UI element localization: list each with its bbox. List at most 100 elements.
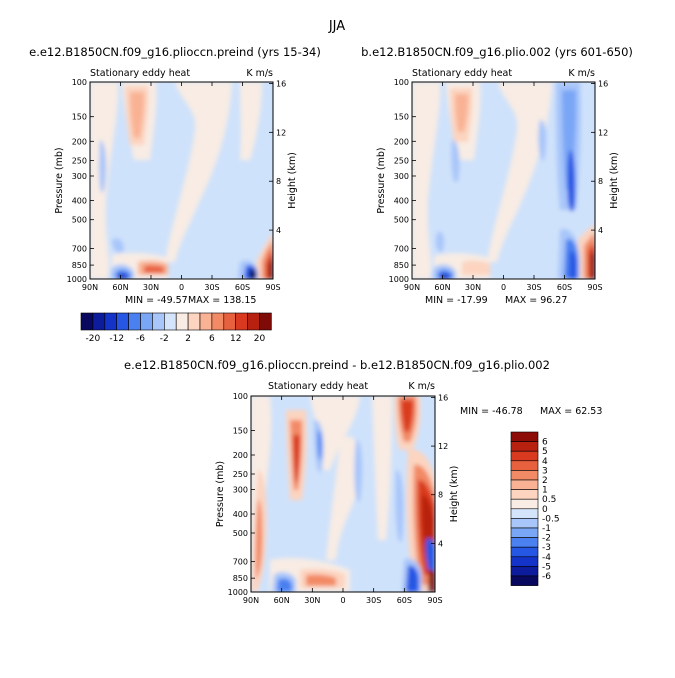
y2-tick-label: 16: [276, 79, 286, 88]
y-tick-label: 1000: [67, 275, 87, 284]
y-tick-label: 700: [394, 244, 409, 253]
colorbar-label: 6: [542, 438, 548, 448]
panel-title: b.e12.B1850CN.f09_g16.plio.002 (yrs 601-…: [361, 45, 633, 59]
x-tick-label: 60N: [274, 596, 290, 605]
axes: 90N 60N 30N 0 30S 60S 90S 100 150 200 250 300 400 500…: [215, 392, 460, 605]
y-tick-label: 300: [233, 486, 248, 495]
panel-title: e.e12.B1850CN.f09_g16.plioccn.preind (yr…: [29, 45, 321, 59]
colorbar-swatch: [235, 312, 248, 331]
y-tick-label: 850: [233, 574, 248, 583]
x-tick-label: 60S: [397, 596, 412, 605]
x-tick-label: 30N: [304, 596, 320, 605]
colorbar-label: -2: [160, 334, 169, 344]
y-tick-label: 500: [72, 216, 87, 225]
colorbar-label: -2: [542, 534, 551, 544]
y-tick-label: 150: [394, 113, 409, 122]
y-axis-label: Pressure (mb): [54, 147, 65, 213]
colorbar-label: -0.5: [542, 514, 560, 524]
y2-tick-label: 12: [598, 128, 608, 137]
x-tick-label: 60N: [434, 283, 450, 292]
y-tick-label: 850: [394, 261, 409, 270]
colorbar-swatch: [510, 556, 539, 567]
panel-plio: b.e12.B1850CN.f09_g16.plio.002 (yrs 601-…: [361, 45, 633, 306]
colorbar-swatch: [152, 312, 165, 331]
right-label: K m/s: [568, 68, 595, 79]
left-label: Stationary eddy heat: [412, 68, 512, 79]
x-tick-label: 30N: [143, 283, 159, 292]
colorbar-swatch: [80, 312, 94, 331]
y-tick-label: 1000: [389, 275, 409, 284]
colorbar-swatch: [510, 575, 539, 586]
colorbar-swatch: [223, 312, 237, 331]
y2-tick-label: 16: [438, 393, 448, 402]
contour-field: [412, 82, 595, 279]
y-tick-label: 1000: [228, 588, 248, 597]
x-tick-label: 90S: [427, 596, 442, 605]
axes: 90N 60N 30N 0 30S 60S 90S 100 150 200 250 300 400 500…: [376, 78, 620, 292]
x-tick-label: 30N: [465, 283, 481, 292]
colorbar-label: -4: [542, 553, 551, 563]
colorbar-swatch: [164, 312, 177, 331]
x-tick-label: 60N: [112, 283, 128, 292]
y2-tick-label: 8: [438, 491, 443, 500]
panel-preind: e.e12.B1850CN.f09_g16.plioccn.preind (yr…: [29, 45, 321, 306]
y-tick-label: 850: [72, 261, 87, 270]
y2-axis-label: Height (km): [609, 152, 620, 209]
y-tick-label: 500: [233, 529, 248, 538]
x-tick-label: 90N: [404, 283, 420, 292]
right-label: K m/s: [246, 68, 273, 79]
y-tick-label: 250: [233, 470, 248, 479]
y-tick-label: 400: [394, 197, 409, 206]
y-tick-label: 250: [72, 156, 87, 165]
x-tick-label: 90N: [82, 283, 98, 292]
y2-tick-label: 4: [438, 539, 443, 548]
colorbar-swatch: [510, 489, 539, 500]
y-tick-label: 400: [72, 197, 87, 206]
colorbar-swatch: [199, 312, 213, 331]
y2-tick-label: 12: [276, 128, 286, 137]
contour-field: [90, 82, 273, 279]
y2-tick-label: 8: [276, 177, 281, 186]
colorbar-swatch: [104, 312, 118, 331]
y2-tick-label: 4: [276, 226, 281, 235]
colorbar-label: -6: [136, 334, 145, 344]
colorbar-label: -12: [109, 334, 124, 344]
max-label: MAX = 96.27: [505, 295, 567, 306]
y-tick-label: 700: [72, 244, 87, 253]
max-label: MAX = 62.53: [540, 406, 602, 417]
colorbar-swatch: [510, 470, 539, 481]
y-tick-label: 200: [394, 137, 409, 146]
y-tick-label: 200: [72, 137, 87, 146]
y-tick-label: 500: [394, 216, 409, 225]
y2-tick-label: 12: [438, 442, 448, 451]
x-tick-label: 30S: [204, 283, 219, 292]
left-label: Stationary eddy heat: [90, 68, 190, 79]
colorbar-label: -6: [542, 572, 551, 582]
colorbar-swatch: [510, 508, 539, 519]
y-tick-label: 150: [72, 113, 87, 122]
y2-tick-label: 4: [598, 226, 603, 235]
colorbar-label: -20: [86, 334, 101, 344]
colorbar-swatch: [175, 312, 189, 331]
colorbar-swatch: [140, 312, 153, 331]
y2-axis-label: Height (km): [287, 152, 298, 209]
colorbar-label: 0: [542, 505, 548, 515]
contour-field: [251, 396, 435, 592]
colorbar-swatch: [259, 312, 272, 331]
colorbar-label: 5: [542, 447, 548, 457]
colorbar-label: -5: [542, 562, 551, 572]
y-tick-label: 250: [394, 156, 409, 165]
min-label: MIN = -46.78: [460, 406, 523, 417]
x-tick-label: 90S: [587, 283, 602, 292]
colorbar-label: -1: [542, 524, 551, 534]
colorbar-label: 20: [254, 334, 266, 344]
colorbar-swatch: [510, 518, 539, 529]
y-tick-label: 100: [394, 78, 409, 87]
colorbar-label: 12: [230, 334, 241, 344]
y-tick-label: 100: [233, 392, 248, 401]
x-tick-label: 60S: [557, 283, 572, 292]
colorbar-swatch: [510, 431, 539, 442]
y2-tick-label: 8: [598, 177, 603, 186]
colorbar-swatch: [247, 312, 260, 331]
